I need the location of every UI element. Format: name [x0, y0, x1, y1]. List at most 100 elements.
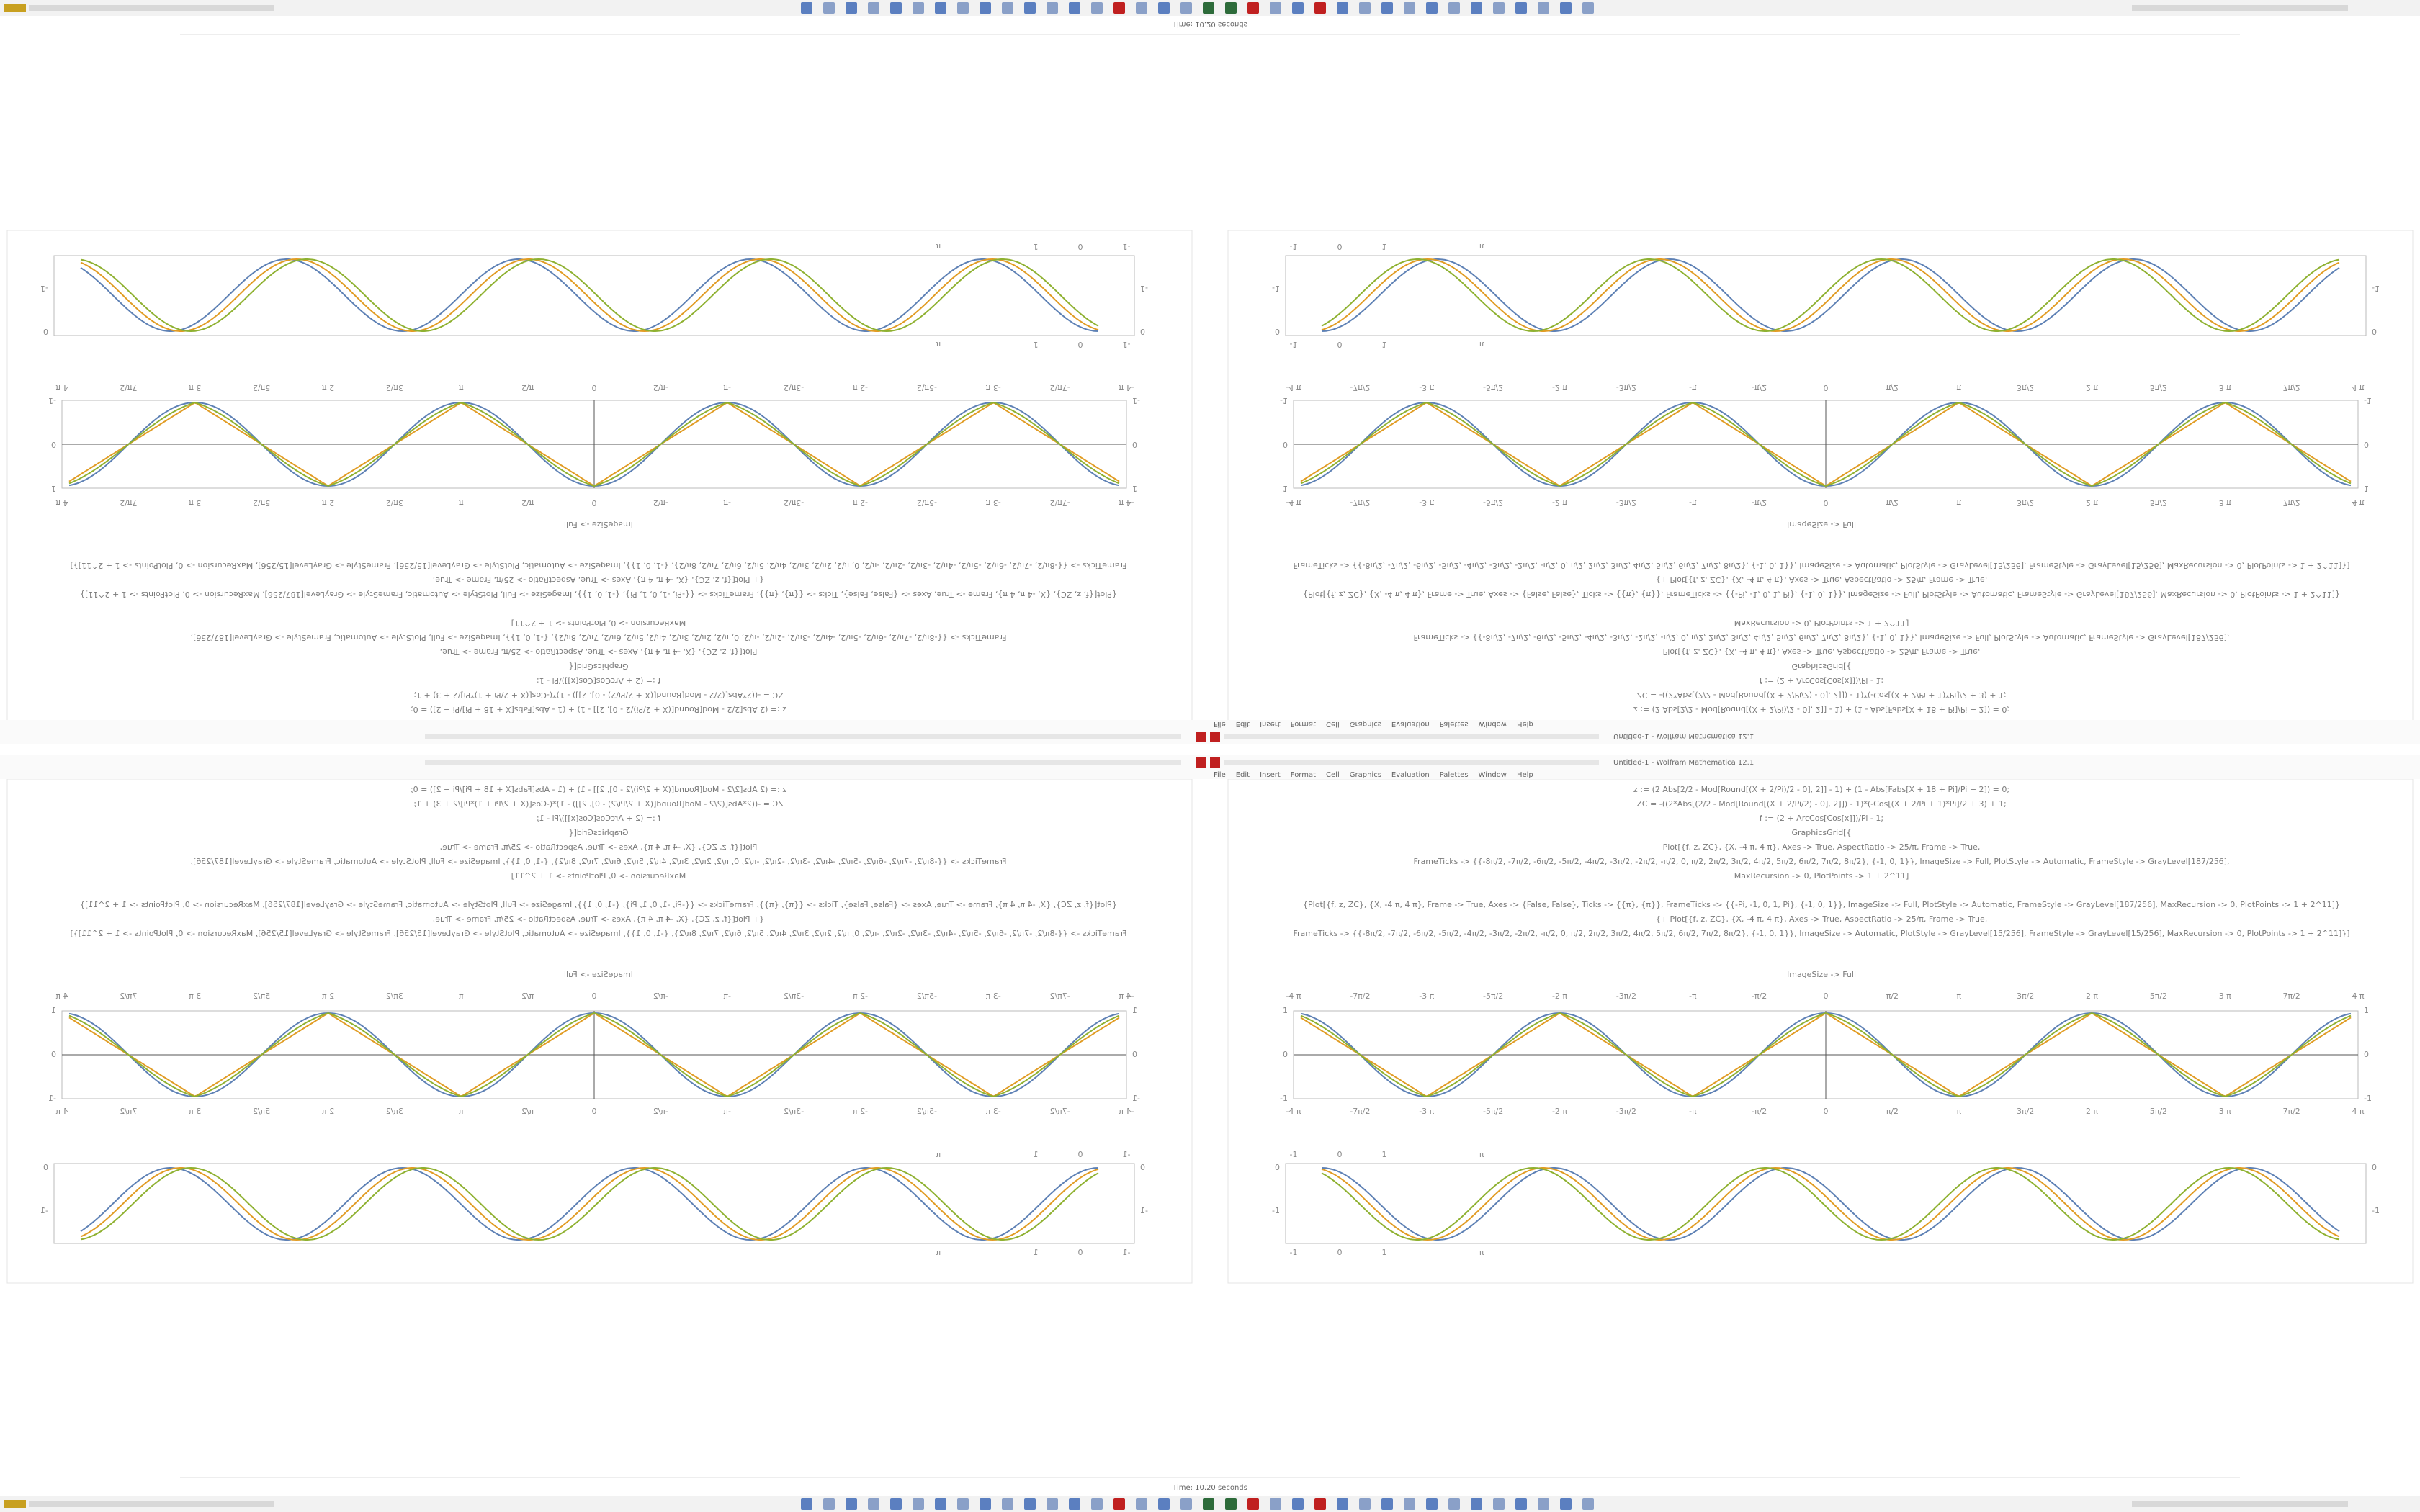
x-tick-label: -3 π [985, 991, 1000, 1001]
x-tick-label: -π [723, 498, 731, 508]
code-line: z := (2 Abs[2/2 - Mod[Round[(X + 2/Pi)/2… [1634, 705, 2009, 714]
x-tick-label: 1 [1034, 1248, 1039, 1257]
taskbar-icon [1292, 2, 1304, 14]
menu-item[interactable]: Cell [1326, 720, 1340, 728]
taskbar-icon [1426, 2, 1438, 14]
x-tick-label: 0 [1337, 1248, 1343, 1257]
x-tick-label: -5π/2 [1483, 383, 1503, 392]
x-tick-label: -π [723, 383, 731, 392]
menu-item[interactable]: Edit [1236, 771, 1250, 779]
x-tick-label: 0 [592, 383, 597, 392]
taskbar-icon [1337, 1498, 1348, 1510]
x-tick-label: -7π/2 [1350, 383, 1370, 392]
notebook: z := (2 Abs[2/2 - Mod[Round[(X + 2/Pi)/2… [40, 785, 1148, 1257]
taskbar-icon [1247, 2, 1259, 14]
x-tick-label: -4 π [1119, 991, 1134, 1001]
menu-item[interactable]: Palettes [1440, 720, 1469, 728]
image-size: ImageSize -> Full [564, 970, 633, 979]
x-tick-label: 4 π [55, 383, 68, 392]
x-tick-label: 0 [1337, 1150, 1343, 1159]
x-tick-label: π [1956, 991, 1961, 1001]
code-line: {Plot[{f, z, ZC}, {X, -4 π, 4 π}, Frame … [1303, 900, 2340, 909]
taskbar-icon [1448, 1498, 1460, 1510]
x-tick-label: 3 π [2219, 1107, 2231, 1116]
x-tick-label: -π/2 [1752, 991, 1767, 1001]
taskbar-icon [1381, 1498, 1393, 1510]
x-tick-label: -1 [1123, 1248, 1131, 1257]
x-tick-label: -5π/2 [917, 1107, 937, 1116]
menu-item[interactable]: File [1214, 771, 1226, 779]
menu-item[interactable]: Palettes [1440, 771, 1469, 779]
x-tick-label: 0 [1078, 340, 1083, 349]
x-tick-label: 0 [592, 498, 597, 508]
y-tick-label: 0 [1140, 327, 1145, 336]
y-tick-label: 0 [43, 327, 48, 336]
taskbar-icon [913, 1498, 924, 1510]
taskbar-icon [801, 2, 812, 14]
menu-item[interactable]: Window [1479, 771, 1507, 779]
menu-item[interactable]: Insert [1260, 771, 1281, 779]
code-line: f := (2 + ArcCos[Cos[x]])/Pi - 1; [537, 814, 660, 823]
menu-item[interactable]: Evaluation [1392, 771, 1430, 779]
taskbar-icon [1560, 2, 1572, 14]
x-tick-label: π [936, 1150, 941, 1159]
tool-button [1196, 757, 1206, 768]
x-tick-label: 4 π [55, 1107, 68, 1116]
code-line: {+ Plot[{f, z, ZC}, {X, -4 π, 4 π}, Axes… [1656, 575, 1987, 585]
taskbar-icon [1091, 1498, 1103, 1510]
x-tick-label: -7π/2 [1049, 498, 1070, 508]
x-tick-label: 2 π [322, 383, 334, 392]
taskbar-icon [1225, 2, 1237, 14]
y-tick-label: 0 [2372, 1163, 2377, 1172]
taskbar-icon [846, 2, 857, 14]
menu-item[interactable]: Insert [1260, 720, 1281, 728]
tab-strip [425, 734, 1181, 739]
curve [1300, 402, 2352, 487]
plot-frame [1285, 1163, 2367, 1244]
x-tick-label: -3 π [985, 498, 1000, 508]
x-tick-label: -1 [1123, 242, 1131, 251]
menu-item[interactable]: Cell [1326, 771, 1340, 779]
x-tick-label: -2 π [1552, 383, 1567, 392]
x-tick-label: -2 π [1552, 498, 1567, 508]
menu-item[interactable]: Format [1291, 720, 1316, 728]
x-tick-label: 4 π [55, 498, 68, 508]
y-tick-label: 1 [1283, 484, 1288, 493]
x-tick-label: -3π/2 [1616, 991, 1636, 1001]
menu-item[interactable]: Edit [1236, 720, 1250, 728]
x-tick-label: -1 [1290, 242, 1298, 251]
code-line: GraphicsGrid[{ [1792, 662, 1852, 671]
taskbar-icon [1047, 2, 1058, 14]
curve [1321, 1166, 2340, 1241]
taskbar-icon [1113, 1498, 1125, 1510]
taskbar-icon [1426, 1498, 1438, 1510]
x-tick-label: -π/2 [653, 498, 668, 508]
start [4, 1500, 26, 1508]
x-tick-label: π/2 [1886, 383, 1899, 392]
taskbar-icon [1582, 2, 1594, 14]
taskbar-icon [1136, 2, 1147, 14]
x-tick-label: π [459, 498, 464, 508]
curve [80, 1166, 1099, 1241]
menu-item[interactable]: Graphics [1350, 720, 1381, 728]
menu-item[interactable]: Format [1291, 771, 1316, 779]
x-tick-label: 3π/2 [2017, 383, 2034, 392]
x-tick-label: 0 [592, 1107, 597, 1116]
plot-frame [1285, 255, 2367, 336]
menu-item[interactable]: Help [1517, 771, 1533, 779]
tray [29, 5, 274, 11]
x-tick-label: -1 [1290, 1150, 1298, 1159]
x-tick-label: -2 π [853, 498, 868, 508]
menu-item[interactable]: File [1214, 720, 1226, 728]
x-tick-label: -2 π [1552, 991, 1567, 1001]
menu-item[interactable]: Graphics [1350, 771, 1381, 779]
x-tick-label: -3 π [1419, 991, 1434, 1001]
y-tick-label: 0 [1132, 440, 1137, 449]
y-tick-label: 0 [51, 440, 56, 449]
menu-item[interactable]: Evaluation [1392, 720, 1430, 728]
menu-item[interactable]: Window [1479, 720, 1507, 728]
tool-button [1196, 732, 1206, 742]
menu-item[interactable]: Help [1517, 720, 1533, 728]
y-tick-label: 0 [1132, 1050, 1137, 1059]
image-size: ImageSize -> Full [564, 520, 633, 529]
